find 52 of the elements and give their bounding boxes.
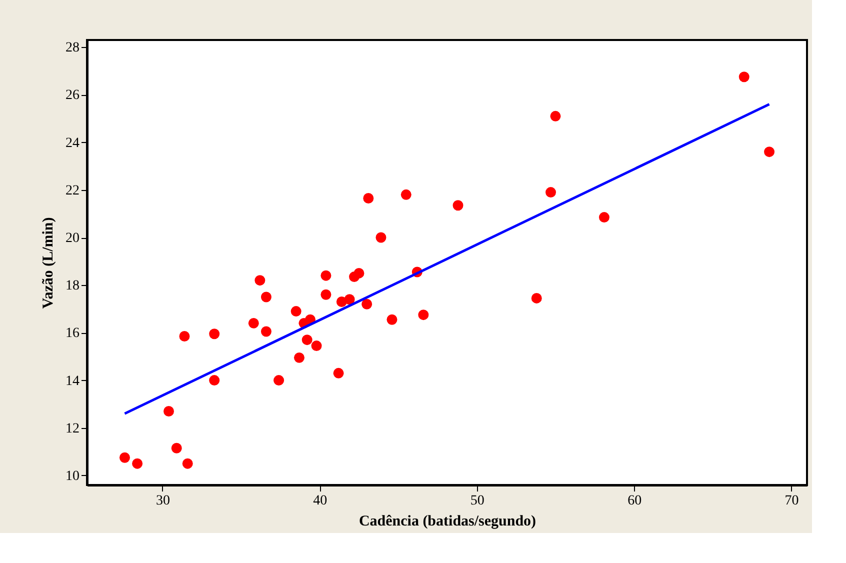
point xyxy=(119,452,130,463)
y-tick-label: 18 xyxy=(66,278,80,294)
point xyxy=(294,352,304,363)
y-tick-label: 22 xyxy=(66,183,80,198)
point xyxy=(248,318,259,328)
point xyxy=(254,275,266,286)
y-tick-label: 16 xyxy=(66,326,80,342)
y-tick-label: 26 xyxy=(66,88,80,104)
point xyxy=(400,189,412,200)
y-tick-label: 10 xyxy=(66,468,80,484)
point xyxy=(171,442,182,454)
point xyxy=(546,187,556,198)
y-tick-label: 14 xyxy=(66,374,80,389)
point xyxy=(320,270,332,281)
point xyxy=(764,146,775,158)
point xyxy=(260,292,272,302)
point xyxy=(209,375,220,386)
point xyxy=(376,232,386,243)
point xyxy=(320,289,332,300)
point xyxy=(182,458,193,469)
x-tick-label: 30 xyxy=(156,494,170,508)
x-tick-label: 70 xyxy=(784,494,799,508)
x-axis-title: Cadência (batidas/segundo) xyxy=(358,514,536,530)
point xyxy=(132,458,143,469)
point xyxy=(354,268,364,278)
point xyxy=(550,110,561,122)
point xyxy=(333,368,344,378)
point xyxy=(738,72,750,82)
point xyxy=(452,200,464,211)
point xyxy=(363,193,374,204)
y-tick-label: 24 xyxy=(66,136,80,151)
y-tick-label: 12 xyxy=(66,421,80,436)
point xyxy=(362,298,372,310)
y-tick-label: 28 xyxy=(66,40,80,56)
point xyxy=(418,310,429,320)
point xyxy=(598,212,610,223)
y-tick-label: 20 xyxy=(66,231,80,246)
point xyxy=(290,306,302,317)
point xyxy=(164,406,174,416)
x-tick-label: 50 xyxy=(470,494,484,508)
point xyxy=(344,294,355,305)
point xyxy=(209,328,220,340)
point xyxy=(274,375,284,386)
x-tick-label: 40 xyxy=(313,494,328,508)
y-axis-title: Vazão (L/min) xyxy=(40,217,56,309)
point xyxy=(386,314,398,325)
point xyxy=(260,326,272,337)
point xyxy=(302,334,312,346)
point xyxy=(311,340,322,352)
x-tick-label: 60 xyxy=(628,494,642,508)
point xyxy=(531,292,542,304)
point xyxy=(179,331,190,342)
